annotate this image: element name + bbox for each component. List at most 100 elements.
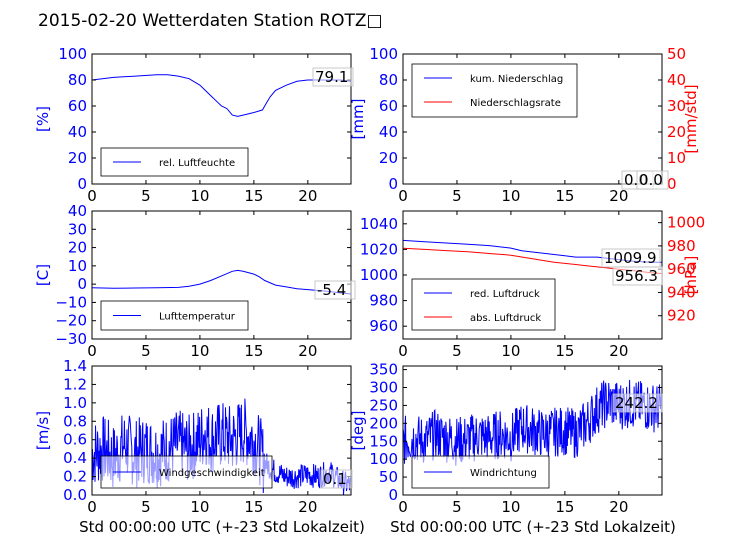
last-value-box [612,393,663,413]
y-right-tick-label: 1000 [667,214,705,232]
y-right-tick-label: 920 [667,307,696,325]
y-axis-label: [C] [34,264,52,286]
panel-4: 0 5 10 15 20 960 980 1000 1020 1040 920 940 960 980 10… [360,210,705,360]
y-right-axis-label: [hPa] [682,256,700,295]
y-tick-label: 1.0 [63,394,87,412]
y-tick-label: 200 [369,414,398,432]
y-tick-label: 60 [379,97,398,115]
y-tick-label: −20 [55,312,87,330]
x-tick-label: 10 [501,498,520,516]
x-tick-label: 15 [555,498,574,516]
y-tick-label: 1040 [360,215,398,233]
legend-label: Windrichtung [470,468,537,479]
y-right-tick-label: 20 [667,123,686,141]
x-tick-label: 20 [298,342,317,360]
x-tick-label: 10 [190,498,209,516]
plot-frame [402,53,663,185]
last-value-label: 0.1 [323,470,347,488]
x-tick-label: 10 [190,342,209,360]
x-tick-label: 5 [452,187,462,205]
y-right-tick-label: 30 [667,97,686,115]
x-axis-label-left: Std 00:00:00 UTC (+-23 Std Lokalzeit) [79,518,365,536]
x-tick-label: 20 [609,187,628,205]
legend-label: abs. Luftdruck [470,313,541,324]
last-value-label: -5.4 [317,281,346,299]
y-tick-label: 0 [77,175,87,193]
series-line-3-1 [91,269,352,295]
last-value-box [312,67,354,87]
last-value-label: 956.3 [615,267,658,285]
y-right-tick-label: 40 [667,71,686,89]
x-tick-label: 20 [609,498,628,516]
panel-3: 0 5 10 15 20−30−20−10010203040[C]Lufttempera… [34,202,356,360]
last-value-label: 1009.9 [604,249,657,267]
y-right-tick-label: 50 [667,45,686,63]
last-value-box [320,469,353,489]
x-tick-label: 0 [87,187,97,205]
y-tick-label: 20 [68,149,87,167]
legend-box [411,63,578,118]
series-line-6-1 [402,379,663,466]
x-tick-label: 0 [87,498,97,516]
y-axis-label: [deg] [349,411,367,451]
y-right-tick-label: 960 [667,260,696,278]
legend-label: Lufttemperatur [159,312,236,323]
plot-frame [91,365,352,496]
y-right-tick-label: 10 [667,149,686,167]
legend-box [411,278,556,331]
legend-label: rel. Luftfeuchte [159,158,235,169]
y-tick-label: 20 [379,149,398,167]
x-tick-label: 5 [141,187,151,205]
y-tick-label: 0 [388,486,398,504]
y-tick-label: 20 [68,239,87,257]
x-tick-label: 0 [87,342,97,360]
x-tick-label: 5 [452,498,462,516]
y-tick-label: 1.2 [63,375,87,393]
last-value-box [314,280,356,300]
y-tick-label: 0 [77,275,87,293]
y-tick-label: 40 [68,123,87,141]
y-tick-label: 0.6 [63,431,87,449]
legend-label: Windgeschwindigkeit [159,468,265,479]
panel-6: 0 5 10 15 20050100150200250300350[deg]Windri… [349,361,663,516]
y-tick-label: 250 [369,396,398,414]
y-right-axis-label: [mm/std] [682,84,700,153]
x-tick-label: 5 [141,342,151,360]
y-tick-label: 0.8 [63,412,87,430]
y-tick-label: 60 [68,97,87,115]
x-tick-label: 10 [190,187,209,205]
y-tick-label: 10 [68,257,87,275]
x-axis-label-right: Std 00:00:00 UTC (+-23 Std Lokalzeit) [390,518,676,536]
x-tick-label: 15 [555,187,574,205]
y-tick-label: 80 [379,71,398,89]
x-tick-label: 0 [398,187,408,205]
y-tick-label: 980 [369,292,398,310]
plot-frame [91,210,352,340]
y-tick-label: 1.4 [63,357,87,375]
y-tick-label: 960 [369,317,398,335]
y-tick-label: −30 [55,330,87,348]
last-value-label: 0.0 [639,171,663,189]
series-line-1-1 [91,74,352,117]
y-tick-label: 100 [369,45,398,63]
y-right-tick-label: 980 [667,237,696,255]
x-tick-label: 20 [298,498,317,516]
plot-frame [91,53,352,185]
legend-label: Niederschlagsrate [470,98,561,109]
y-tick-label: 50 [379,468,398,486]
y-tick-label: 0.0 [63,486,87,504]
last-value-box [636,170,669,190]
legend-label: kum. Niederschlag [470,74,563,85]
y-tick-label: 1020 [360,240,398,258]
y-tick-label: 150 [369,432,398,450]
y-axis-label: [%] [34,106,52,132]
panel-2: 0 5 10 15 20 0 20 40 60 80 100 0 10 20 30 40 50 [mm/std] [… [349,45,700,205]
y-tick-label: 100 [58,45,87,63]
x-tick-label: 15 [244,342,263,360]
y-axis-label: [m/s] [34,411,52,450]
x-tick-label: 15 [555,342,574,360]
y-tick-label: 300 [369,379,398,397]
x-tick-label: 15 [244,187,263,205]
y-tick-label: 30 [68,220,87,238]
x-tick-label: 0 [398,342,408,360]
